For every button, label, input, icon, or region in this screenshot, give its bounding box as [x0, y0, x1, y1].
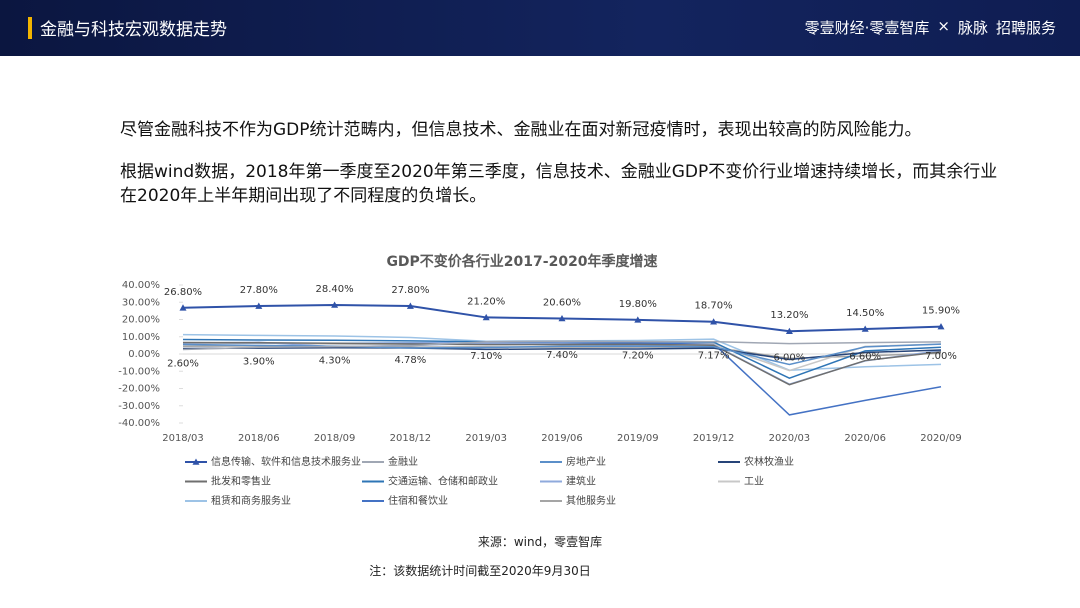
data-label: 4.30% — [319, 356, 351, 367]
data-label: 7.00% — [925, 351, 957, 362]
y-tick-label: 0.00% — [128, 349, 160, 360]
legend-marker — [192, 458, 200, 465]
point-marker — [331, 301, 339, 308]
point-marker — [785, 327, 793, 335]
x-tick-label: 2019/12 — [693, 433, 735, 444]
times: × — [937, 17, 950, 35]
data-label: 19.80% — [619, 299, 657, 310]
series-line — [182, 343, 942, 366]
x-tick-label: 2019/09 — [617, 433, 659, 444]
x-tick-label: 2020/03 — [769, 433, 811, 444]
data-label: 6.60% — [849, 352, 881, 363]
note: 注：该数据统计时间截至2020年9月30日 — [369, 564, 591, 578]
data-label: 7.10% — [470, 351, 502, 362]
paragraph: 根据wind数据，2018年第一季度至2020年第三季度，信息技术、金融业GDP… — [120, 162, 998, 206]
y-tick-label: -20.00% — [118, 384, 160, 395]
y-tick-label: 40.00% — [122, 280, 160, 291]
data-label: 28.40% — [316, 284, 354, 295]
point-marker — [482, 313, 490, 321]
data-label: 20.60% — [543, 297, 581, 308]
chart-title: GDP不变价各行业2017-2020年季度增速 — [386, 253, 657, 270]
legend-label: 房地产业 — [566, 455, 606, 468]
data-label: 18.70% — [695, 301, 733, 312]
point-marker — [634, 316, 642, 323]
legend-label: 信息传输、软件和信息技术服务业 — [211, 455, 361, 468]
legend-label: 金融业 — [388, 455, 418, 468]
point-marker — [179, 304, 187, 311]
x-tick-label: 2020/09 — [920, 433, 962, 444]
point-marker — [406, 302, 414, 309]
data-label: 15.90% — [922, 306, 960, 317]
point-marker — [861, 325, 869, 332]
data-label: 6.00% — [774, 353, 806, 364]
data-label: 7.17% — [698, 351, 730, 362]
series-line — [182, 340, 942, 351]
data-label: 21.20% — [467, 296, 505, 307]
data-label: 14.50% — [846, 308, 884, 319]
x-tick-label: 2018/03 — [162, 433, 204, 444]
x-tick-label: 2020/06 — [844, 433, 886, 444]
paragraph: 尽管金融科技不作为GDP统计范畴内，但信息技术、金融业在面对新冠疫情时，表现出较… — [120, 120, 922, 140]
header-bar: 金融与科技宏观数据走势 零壹财经·零壹智库 × 脉脉 招聘服务 — [0, 0, 1080, 56]
x-tick-label: 2018/12 — [390, 433, 432, 444]
data-label: 3.90% — [243, 356, 275, 367]
accent — [28, 17, 32, 39]
x-tick-label: 2018/06 — [238, 433, 280, 444]
header-title: 金融与科技宏观数据走势 — [40, 20, 227, 40]
series-line — [182, 347, 942, 361]
legend-label: 农林牧渔业 — [744, 455, 794, 468]
point-marker — [255, 302, 263, 309]
y-tick-label: -40.00% — [118, 418, 160, 429]
legend-label: 其他服务业 — [566, 494, 616, 507]
data-label: 27.80% — [240, 285, 278, 296]
y-tick-label: 30.00% — [122, 297, 160, 308]
x-tick-label: 2018/09 — [314, 433, 356, 444]
legend-label: 租赁和商务服务业 — [211, 494, 291, 507]
data-label: 4.78% — [395, 355, 427, 366]
data-label: 27.80% — [391, 285, 429, 296]
y-tick-label: -10.00% — [118, 366, 160, 377]
legend-label: 建筑业 — [566, 475, 596, 488]
data-label: 7.40% — [546, 350, 578, 361]
point-marker — [710, 318, 718, 325]
data-label: 2.60% — [167, 359, 199, 370]
legend-label: 交通运输、仓储和邮政业 — [388, 475, 498, 488]
legend-label: 工业 — [744, 476, 764, 488]
source: 来源：wind，零壹智库 — [477, 535, 603, 549]
logo: 零壹财经·零壹智库 — [804, 19, 930, 37]
data-label: 7.20% — [622, 351, 654, 362]
legend-label: 住宿和餐饮业 — [388, 494, 448, 507]
series-line — [182, 341, 942, 386]
point-marker — [558, 314, 566, 322]
y-tick-label: -30.00% — [118, 401, 160, 412]
data-label: 13.20% — [770, 310, 808, 321]
y-tick-label: 10.00% — [122, 332, 160, 343]
point-marker — [937, 323, 945, 330]
x-tick-label: 2019/06 — [541, 433, 583, 444]
legend-label: 批发和零售业 — [211, 475, 271, 488]
partner: 脉脉 — [957, 19, 988, 37]
data-label: 26.80% — [164, 287, 202, 298]
x-tick-label: 2019/03 — [465, 433, 507, 444]
logos: 零壹财经·零壹智库 × 脉脉 招聘服务 — [805, 17, 1056, 38]
y-tick-label: 20.00% — [122, 315, 160, 326]
service: 招聘服务 — [995, 19, 1056, 37]
